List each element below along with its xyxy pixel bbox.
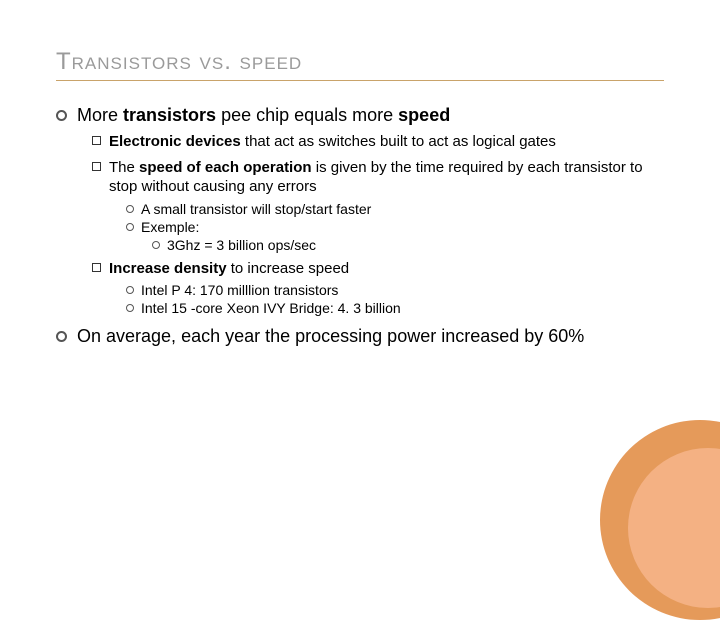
text-bold: transistors	[123, 105, 216, 125]
bullet-text: Electronic devices that act as switches …	[109, 132, 556, 152]
square-bullet-icon	[92, 263, 101, 272]
bullet-text: Intel 15 -core Xeon IVY Bridge: 4. 3 bil…	[141, 300, 401, 316]
title-text: Transistors vs. speed	[56, 48, 302, 75]
list-item: Intel P 4: 170 milllion transistors	[126, 282, 664, 298]
ring-bullet-icon	[56, 331, 67, 342]
text: to increase speed	[227, 260, 350, 277]
list-item: 3Ghz = 3 billion ops/sec	[152, 237, 664, 253]
list-item: More transistors pee chip equals more sp…	[56, 105, 664, 316]
text-bold: speed of each operation	[139, 159, 312, 176]
bullet-text: Increase density to increase speed	[109, 259, 349, 279]
bullet-text: A small transistor will stop/start faste…	[141, 201, 371, 217]
list-item: Electronic devices that act as switches …	[92, 132, 664, 152]
bullet-text: The speed of each operation is given by …	[109, 158, 664, 197]
sub-list: Intel P 4: 170 milllion transistors Inte…	[126, 282, 664, 316]
list-item: On average, each year the processing pow…	[56, 326, 664, 347]
sub-list: A small transistor will stop/start faste…	[126, 201, 664, 253]
ring-bullet-icon	[126, 286, 134, 294]
bullet-text: Exemple:	[141, 219, 199, 235]
bullet-list: More transistors pee chip equals more sp…	[56, 105, 664, 347]
bullet-text: 3Ghz = 3 billion ops/sec	[167, 237, 316, 253]
square-bullet-icon	[92, 162, 101, 171]
text-bold: Increase density	[109, 260, 227, 277]
ring-bullet-icon	[56, 110, 67, 121]
text: More	[77, 105, 123, 125]
sub-list: Electronic devices that act as switches …	[92, 132, 664, 316]
slide: Transistors vs. speed More transistors p…	[0, 0, 720, 540]
sub-list: 3Ghz = 3 billion ops/sec	[152, 237, 664, 253]
list-item: A small transistor will stop/start faste…	[126, 201, 664, 217]
ring-bullet-icon	[126, 223, 134, 231]
text: that act as switches built to act as log…	[241, 133, 556, 150]
ring-bullet-icon	[126, 304, 134, 312]
ring-bullet-icon	[152, 241, 160, 249]
list-item: Increase density to increase speed Intel…	[92, 259, 664, 317]
list-item: The speed of each operation is given by …	[92, 158, 664, 253]
text-bold: speed	[398, 105, 450, 125]
text: pee chip equals more	[216, 105, 398, 125]
slide-title: Transistors vs. speed	[56, 48, 664, 81]
text-bold: Electronic devices	[109, 133, 241, 150]
square-bullet-icon	[92, 136, 101, 145]
list-item: Exemple: 3Ghz = 3 billion ops/sec	[126, 219, 664, 253]
bullet-text: More transistors pee chip equals more sp…	[77, 105, 450, 126]
list-item: Intel 15 -core Xeon IVY Bridge: 4. 3 bil…	[126, 300, 664, 316]
bullet-text: On average, each year the processing pow…	[77, 326, 584, 347]
bullet-text: Intel P 4: 170 milllion transistors	[141, 282, 338, 298]
text: The	[109, 159, 139, 176]
ring-bullet-icon	[126, 205, 134, 213]
